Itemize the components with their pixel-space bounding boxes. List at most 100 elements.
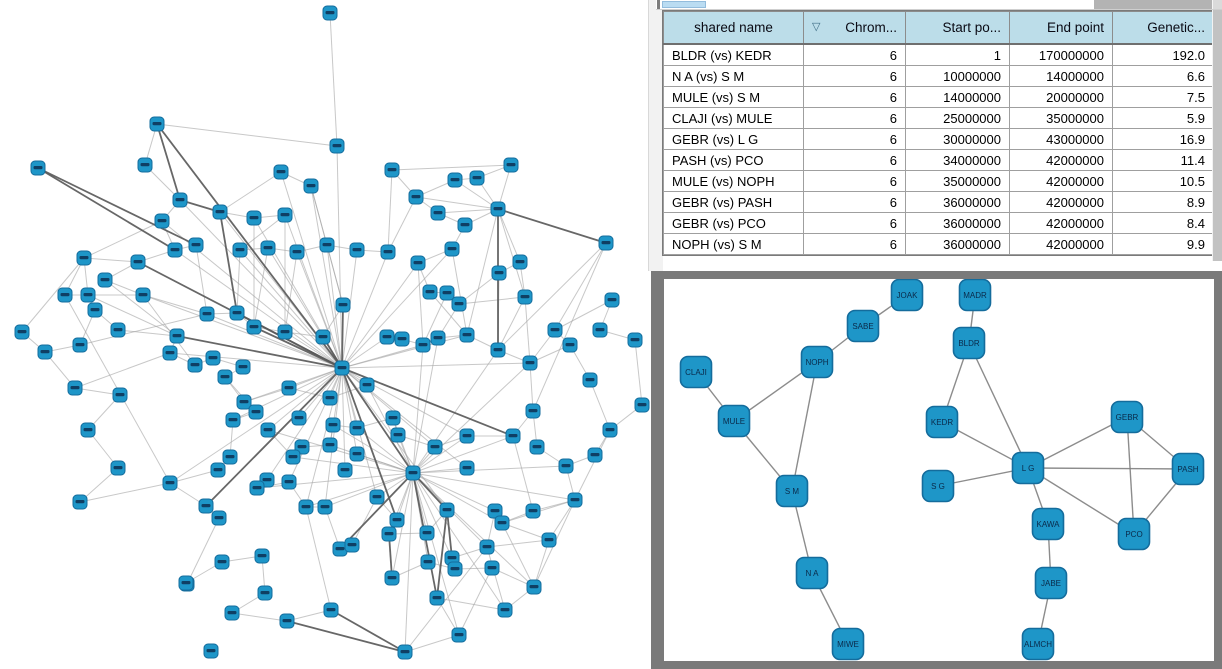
network-node[interactable]	[30, 160, 46, 176]
network-edge[interactable]	[429, 291, 468, 336]
network-node[interactable]	[634, 397, 650, 413]
network-edge[interactable]	[1027, 416, 1128, 469]
network-node[interactable]: N A	[795, 556, 829, 590]
network-node[interactable]: SABE	[846, 309, 880, 343]
network-edge[interactable]	[412, 472, 576, 501]
network-node[interactable]	[37, 344, 53, 360]
network-node[interactable]	[490, 342, 506, 358]
network-edge[interactable]	[454, 179, 499, 210]
network-node[interactable]	[162, 475, 178, 491]
network-edge[interactable]	[156, 123, 181, 201]
network-node[interactable]	[319, 237, 335, 253]
table-cell[interactable]: 34000000	[905, 149, 1010, 171]
column-header[interactable]: Start po...	[905, 11, 1010, 45]
network-edge[interactable]	[412, 435, 468, 474]
table-cell[interactable]: GEBR (vs) PCO	[663, 212, 804, 234]
table-cell[interactable]: NOPH (vs) S M	[663, 233, 804, 255]
column-header[interactable]: ▽ Chrom...	[803, 11, 906, 45]
network-node[interactable]: PASH	[1171, 452, 1205, 486]
network-node[interactable]	[277, 207, 293, 223]
network-edge[interactable]	[219, 171, 282, 213]
network-node[interactable]	[451, 296, 467, 312]
network-edge[interactable]	[330, 609, 406, 653]
network-edge[interactable]	[968, 342, 1029, 469]
network-node[interactable]	[130, 254, 146, 270]
network-node[interactable]: JOAK	[890, 279, 924, 312]
network-node[interactable]	[369, 489, 385, 505]
network-node[interactable]: CLAJI	[679, 355, 713, 389]
network-node[interactable]	[381, 526, 397, 542]
network-edge[interactable]	[574, 429, 611, 501]
network-edge[interactable]	[501, 522, 535, 588]
network-node[interactable]	[322, 5, 338, 21]
network-edge[interactable]	[174, 249, 343, 369]
network-node[interactable]	[298, 499, 314, 515]
network-edge[interactable]	[37, 167, 197, 246]
network-edge[interactable]	[205, 367, 343, 507]
network-edge[interactable]	[117, 329, 178, 337]
network-node[interactable]	[397, 644, 413, 660]
table-cell[interactable]: 42000000	[1009, 233, 1113, 255]
table-cell[interactable]: 7.5	[1112, 86, 1214, 108]
network-edge[interactable]	[351, 496, 378, 546]
network-node[interactable]	[149, 116, 165, 132]
network-node[interactable]	[447, 172, 463, 188]
network-edge[interactable]	[231, 612, 288, 622]
table-cell[interactable]: 6	[803, 86, 906, 108]
network-edge[interactable]	[206, 313, 343, 369]
network-edge[interactable]	[83, 220, 163, 259]
network-node[interactable]	[260, 422, 276, 438]
table-row[interactable]: PASH (vs) PCO 6 34000000 42000000 11.4	[663, 149, 1214, 171]
network-node[interactable]	[112, 387, 128, 403]
table-cell[interactable]: 42000000	[1009, 212, 1113, 234]
table-cell[interactable]: 14000000	[1009, 65, 1113, 87]
table-cell[interactable]: 192.0	[1112, 43, 1214, 66]
network-node[interactable]	[422, 284, 438, 300]
network-node[interactable]	[541, 532, 557, 548]
network-node[interactable]	[317, 499, 333, 515]
network-edge[interactable]	[332, 424, 414, 474]
network-node[interactable]	[547, 322, 563, 338]
network-node[interactable]	[479, 539, 495, 555]
network-node[interactable]	[246, 210, 262, 226]
column-header[interactable]: Genetic...	[1112, 11, 1214, 45]
table-cell[interactable]: 10.5	[1112, 170, 1214, 192]
network-edge[interactable]	[142, 294, 208, 315]
network-node[interactable]	[384, 162, 400, 178]
network-node[interactable]	[198, 498, 214, 514]
network-node[interactable]	[439, 502, 455, 518]
network-edge[interactable]	[236, 249, 241, 314]
network-edge[interactable]	[286, 620, 406, 653]
network-node[interactable]	[457, 217, 473, 233]
network-node[interactable]	[199, 306, 215, 322]
network-edge[interactable]	[412, 472, 453, 559]
subnetwork-canvas[interactable]: JOAK MADR SABE BLDR NOPH CLAJI MULE KEDR GEBR L G…	[664, 279, 1214, 661]
network-node[interactable]	[405, 465, 421, 481]
table-cell[interactable]: PASH (vs) PCO	[663, 149, 804, 171]
network-edge[interactable]	[436, 509, 448, 599]
table-cell[interactable]: GEBR (vs) L G	[663, 128, 804, 150]
network-node[interactable]	[87, 302, 103, 318]
table-cell[interactable]: 9.9	[1112, 233, 1214, 255]
network-edge[interactable]	[339, 472, 414, 550]
network-node[interactable]	[277, 324, 293, 340]
node-shape[interactable]	[1171, 452, 1205, 486]
network-node[interactable]	[322, 390, 338, 406]
network-node[interactable]	[273, 164, 289, 180]
network-node[interactable]	[627, 332, 643, 348]
table-cell[interactable]: 20000000	[1009, 86, 1113, 108]
network-edge[interactable]	[412, 344, 424, 474]
network-node[interactable]	[222, 449, 238, 465]
network-node[interactable]	[303, 178, 319, 194]
network-node[interactable]	[582, 372, 598, 388]
network-edge[interactable]	[341, 367, 414, 474]
network-edge[interactable]	[267, 429, 414, 474]
network-edge[interactable]	[412, 472, 496, 512]
table-row[interactable]: CLAJI (vs) MULE 6 25000000 35000000 5.9	[663, 107, 1214, 129]
network-node[interactable]	[505, 428, 521, 444]
network-edge[interactable]	[336, 145, 343, 369]
network-node[interactable]	[349, 242, 365, 258]
network-edge[interactable]	[446, 509, 453, 559]
table-row[interactable]: MULE (vs) NOPH 6 35000000 42000000 10.5	[663, 170, 1214, 192]
network-edge[interactable]	[404, 472, 414, 653]
